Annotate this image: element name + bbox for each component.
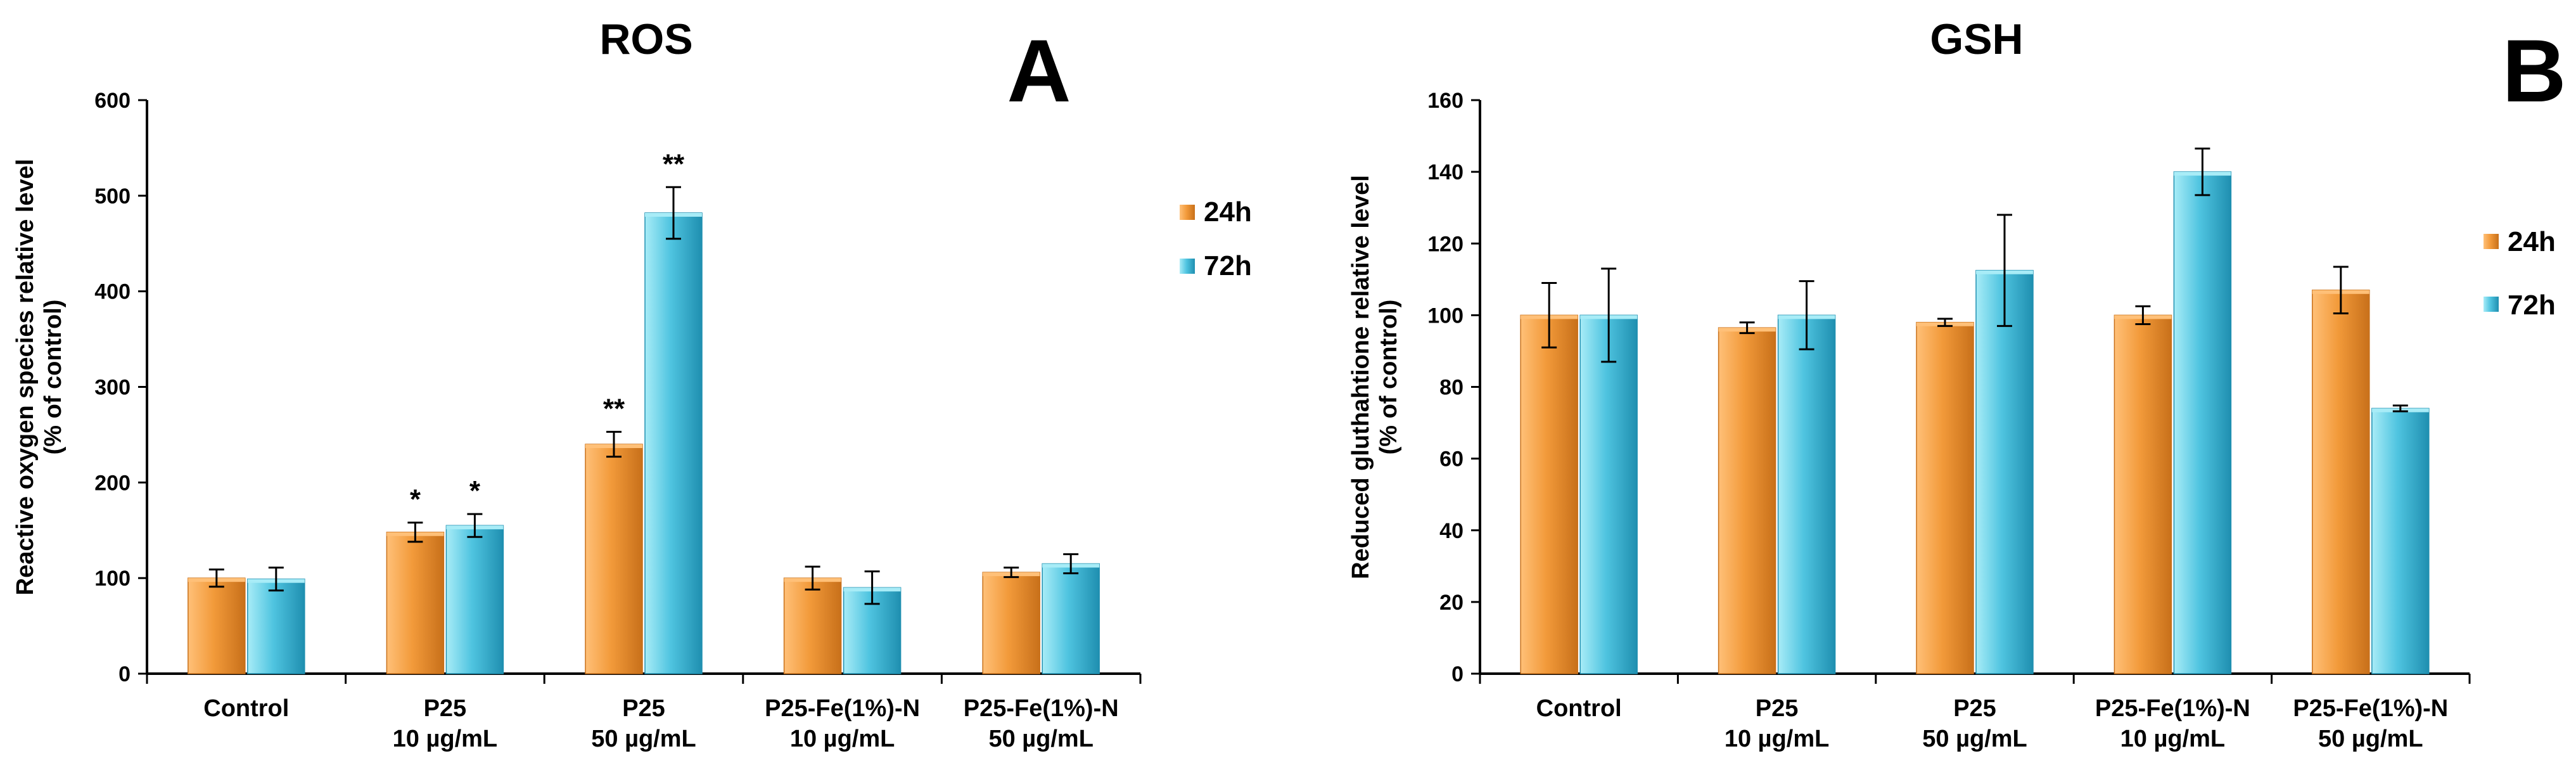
legend-swatch-72h	[1180, 259, 1195, 274]
chart-b-bar-24h	[1520, 314, 1578, 674]
chart-b-bar-24h	[2312, 290, 2370, 674]
chart-b-bar-24h	[2114, 314, 2172, 674]
chart-a-bar-72h	[644, 212, 703, 674]
chart-a-category-label: P25	[424, 695, 467, 722]
chart-a-y-tick-label: 600	[94, 89, 131, 113]
chart-a-bar-24h	[585, 444, 643, 674]
chart-a-bar-24h	[982, 572, 1040, 674]
chart-a-bar-24h	[188, 577, 246, 674]
legend-label-24h: 24h	[1204, 196, 1252, 228]
chart-b-title: GSH	[1930, 15, 2023, 63]
chart-b-y-tick-label: 40	[1439, 519, 1463, 543]
chart-b-y-tick-label: 80	[1439, 376, 1463, 400]
chart-b-legend: 24h 72h	[2484, 226, 2556, 321]
chart-b-category-label: Control	[1536, 695, 1622, 722]
chart-a-ylabel: Reactive oxygen species relative level	[12, 159, 39, 596]
legend-swatch-24h	[1180, 205, 1195, 220]
chart-a-category-label: 10 µg/mL	[790, 726, 895, 752]
chart-a-bar-24h	[386, 532, 445, 674]
legend-label-72h: 72h	[1204, 250, 1252, 281]
chart-b-bar-72h	[1777, 314, 1836, 674]
chart-a-category-label: P25-Fe(1%)-N	[964, 695, 1119, 722]
chart-a-significance-label: **	[603, 393, 625, 424]
legend-swatch-72h	[2484, 297, 2499, 312]
chart-a-plot-area: 0 100 200 300 400 500 600 Control P25 10 µg/mL P25…	[94, 89, 1142, 752]
chart-b-panel-letter: B	[2502, 21, 2566, 120]
chart-a-y-tick-label: 400	[94, 280, 131, 304]
chart-b-bar-24h	[1916, 321, 1974, 674]
chart-a-bar-72h	[1042, 563, 1100, 674]
legend-label-24h: 24h	[2508, 226, 2556, 257]
chart-a-y-tick-label: 0	[118, 662, 131, 686]
chart-b-bar-72h	[1975, 269, 2034, 674]
chart-a-y-tick-label: 100	[94, 567, 131, 591]
chart-b-y-tick-label: 160	[1427, 89, 1463, 113]
chart-b-category-label: P25	[1953, 695, 1996, 722]
chart-a-category-label: P25	[622, 695, 665, 722]
chart-b-bar-24h	[1718, 327, 1776, 674]
chart-a-significance-label: *	[469, 475, 481, 506]
chart-b-bar-72h	[2173, 171, 2232, 674]
chart-a-bar-24h	[783, 577, 842, 674]
chart-b-y-tick-label: 120	[1427, 232, 1463, 256]
chart-a-y-tick-label: 300	[94, 376, 131, 400]
chart-a-category-label: 10 µg/mL	[393, 726, 498, 752]
legend-label-72h: 72h	[2508, 290, 2556, 321]
chart-b-y-tick-label: 0	[1451, 662, 1463, 686]
legend-swatch-24h	[2484, 234, 2499, 249]
chart-b-category-label: 50 µg/mL	[1922, 726, 2027, 752]
chart-a-y-tick-label: 500	[94, 184, 131, 209]
chart-a-ylabel2: (% of control)	[40, 300, 67, 455]
chart-a-category-label: Control	[203, 695, 289, 722]
chart-b-category-label: P25-Fe(1%)-N	[2095, 695, 2250, 722]
chart-b-bar-72h	[1579, 314, 1638, 674]
chart-b-y-tick-label: 60	[1439, 447, 1463, 472]
chart-a-y-tick-label: 200	[94, 471, 131, 495]
chart-b-category-label: 10 µg/mL	[1725, 726, 1830, 752]
chart-b-category-label: 10 µg/mL	[2120, 726, 2226, 752]
chart-a-bar-72h	[445, 525, 504, 674]
chart-a-title: ROS	[599, 15, 692, 63]
chart-b-category-label: 50 µg/mL	[2318, 726, 2423, 752]
chart-a-significance-label: **	[663, 148, 685, 179]
chart-a-bar-72h	[247, 578, 305, 674]
chart-a-category-label: P25-Fe(1%)-N	[765, 695, 920, 722]
chart-a-significance-label: *	[410, 484, 421, 515]
chart-a-legend: 24h 72h	[1180, 196, 1252, 281]
chart-b-bar-72h	[2371, 407, 2430, 674]
chart-a-category-label: 50 µg/mL	[591, 726, 696, 752]
chart-b-ylabel: Reduced gluthahtione relative level	[1348, 175, 1374, 579]
chart-b-y-tick-label: 140	[1427, 160, 1463, 184]
chart-a-panel-letter: A	[1007, 21, 1071, 120]
chart-b-category-label: P25	[1756, 695, 1799, 722]
chart-b-plot-area: 0 20 40 60 80 100 120 140 160 Control P25 10 µg/mL P…	[1427, 89, 2471, 752]
chart-b-y-tick-label: 100	[1427, 304, 1463, 328]
chart-b-category-label: P25-Fe(1%)-N	[2293, 695, 2448, 722]
chart-b-y-tick-label: 20	[1439, 591, 1463, 615]
chart-a-category-label: 50 µg/mL	[988, 726, 1094, 752]
chart-b-ylabel2: (% of control)	[1375, 300, 1402, 455]
